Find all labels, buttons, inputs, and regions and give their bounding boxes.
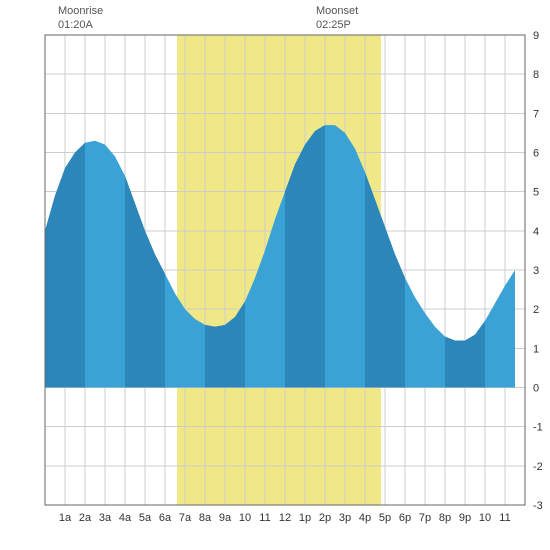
moonset-label: Moonset <box>316 5 358 17</box>
y-tick-label: 9 <box>533 30 539 42</box>
x-tick-label: 7a <box>179 512 192 524</box>
y-tick-label: 0 <box>533 383 539 395</box>
x-tick-label: 5p <box>379 512 391 524</box>
x-tick-label: 11 <box>499 512 510 524</box>
x-tick-label: 7p <box>419 512 431 524</box>
chart-svg: -3-2-101234567891a2a3a4a5a6a7a8a9a101112… <box>0 0 550 550</box>
y-tick-label: 4 <box>533 226 539 238</box>
x-tick-label: 9p <box>459 512 471 524</box>
moonset-annotation: Moonset 02:25P <box>316 4 358 33</box>
x-tick-label: 6a <box>159 512 172 524</box>
x-tick-label: 10 <box>479 512 491 524</box>
x-tick-label: 5a <box>139 512 152 524</box>
x-tick-label: 10 <box>239 512 251 524</box>
x-tick-label: 9a <box>219 512 232 524</box>
y-tick-label: -3 <box>533 500 543 512</box>
y-tick-label: 1 <box>533 343 539 355</box>
x-tick-label: 1p <box>299 512 311 524</box>
x-tick-label: 6p <box>399 512 411 524</box>
moonrise-time: 01:20A <box>58 19 93 31</box>
x-tick-label: 8a <box>199 512 212 524</box>
y-tick-label: 7 <box>533 108 539 120</box>
moonrise-label: Moonrise <box>58 5 103 17</box>
x-tick-label: 3p <box>339 512 351 524</box>
x-tick-label: 4a <box>119 512 132 524</box>
y-tick-label: 3 <box>533 265 539 277</box>
x-tick-label: 3a <box>99 512 112 524</box>
y-tick-label: -1 <box>533 422 543 434</box>
x-tick-label: 2p <box>319 512 331 524</box>
y-tick-label: 5 <box>533 187 539 199</box>
x-tick-label: 11 <box>259 512 270 524</box>
x-tick-label: 1a <box>59 512 72 524</box>
y-tick-label: 2 <box>533 304 539 316</box>
x-tick-label: 8p <box>439 512 451 524</box>
tide-chart: Moonrise 01:20A Moonset 02:25P -3-2-1012… <box>0 0 550 550</box>
y-tick-label: 8 <box>533 69 539 81</box>
y-tick-label: 6 <box>533 148 539 160</box>
y-tick-label: -2 <box>533 461 543 473</box>
x-tick-label: 4p <box>359 512 371 524</box>
moonset-time: 02:25P <box>316 19 351 31</box>
x-tick-label: 12 <box>279 512 291 524</box>
moonrise-annotation: Moonrise 01:20A <box>58 4 103 33</box>
x-tick-label: 2a <box>79 512 92 524</box>
